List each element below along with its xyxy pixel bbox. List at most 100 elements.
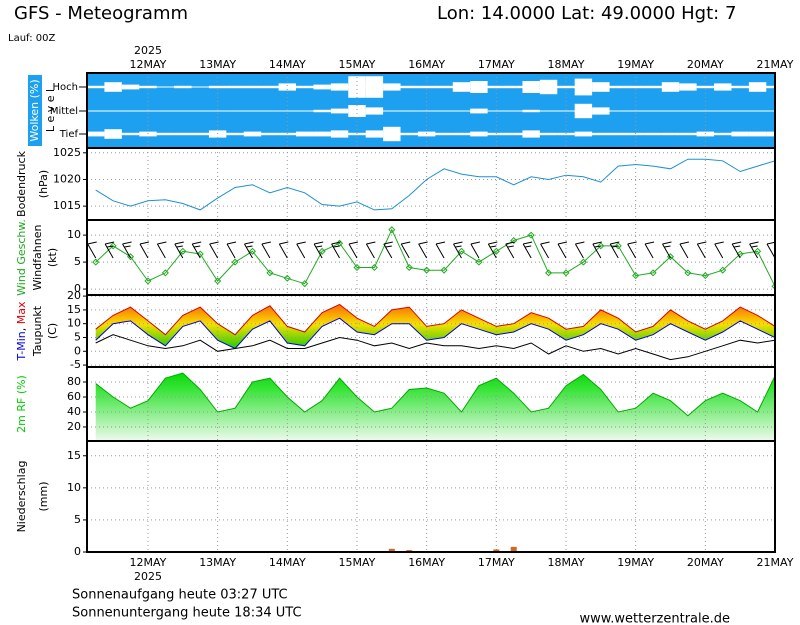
- wind-point: [527, 231, 535, 239]
- x-tick-label-top: 17MAY: [478, 58, 515, 71]
- wind-point: [266, 269, 274, 277]
- wind-barb: [191, 241, 202, 259]
- wind-point: [614, 242, 622, 250]
- wind-point: [370, 263, 378, 272]
- x-tick-label-top: 13MAY: [199, 58, 236, 71]
- wind-point: [248, 247, 257, 255]
- x-tick-label-top: 19MAY: [617, 58, 654, 71]
- wind-point: [161, 269, 169, 277]
- wind-point: [336, 239, 344, 247]
- x-tick-label-bottom: 21MAY: [757, 556, 794, 569]
- x-tick-label-bottom: 15MAY: [339, 556, 376, 569]
- wind-point: [109, 242, 117, 250]
- year-bottom: 2025: [134, 570, 162, 583]
- y-tick-label: 40: [67, 405, 81, 418]
- wind-barb: [592, 241, 602, 259]
- sunrise: Sonnenaufgang heute 03:27 UTC: [72, 588, 288, 603]
- panel-frame: [86, 147, 776, 221]
- panel-label: 2m RF (%): [15, 375, 28, 433]
- y-tick-label: 10: [67, 481, 81, 494]
- plot-area: [87, 220, 775, 295]
- wind-point: [475, 258, 483, 266]
- wind-barb: [122, 241, 132, 259]
- x-tick-label-bottom: 20MAY: [687, 556, 724, 569]
- precip-bar: [388, 548, 395, 552]
- wind-barb: [749, 241, 759, 259]
- wind-point: [562, 269, 570, 277]
- wind-barb: [383, 241, 393, 259]
- panel-label: (mm): [37, 481, 50, 511]
- x-tick-label-top: 21MAY: [757, 58, 794, 71]
- wind-barb: [365, 241, 376, 259]
- wind-point: [771, 282, 775, 290]
- x-tick-label-bottom: 14MAY: [269, 556, 306, 569]
- series-line: [95, 334, 775, 361]
- panel-frame: [86, 440, 776, 553]
- y-tick-label: 20: [67, 420, 81, 433]
- series-line: [95, 372, 775, 417]
- plot-area: [87, 441, 775, 552]
- y-tick-label: 0: [74, 545, 81, 558]
- sunset: Sonnenuntergang heute 18:34 UTC: [72, 606, 302, 621]
- wind-barb: [313, 241, 324, 259]
- wind-point: [754, 247, 762, 255]
- y-tick-label: 80: [67, 375, 81, 388]
- wind-point: [405, 263, 413, 272]
- wind-barb: [400, 241, 411, 259]
- wind-point: [492, 247, 500, 255]
- wind-barb: [226, 241, 237, 259]
- wind-barb: [470, 241, 481, 259]
- y-tick-label: 1025: [53, 146, 81, 159]
- label-box: [28, 75, 42, 146]
- panel: 1015 1020 1025: [53, 146, 776, 221]
- y-tick-label: 0: [74, 282, 81, 295]
- series-line: [95, 158, 775, 211]
- x-tick-label-bottom: 13MAY: [199, 556, 236, 569]
- level-label: Mittel: [50, 106, 78, 117]
- wind-point: [214, 277, 222, 285]
- humidity-area: [95, 373, 775, 441]
- wind-point: [597, 242, 605, 250]
- x-tick-label-top: 16MAY: [408, 58, 445, 71]
- legend-entry: Max: [15, 301, 28, 324]
- panel-label: (hPa): [37, 170, 50, 198]
- y-tick-label: 15: [67, 449, 81, 462]
- wind-barb: [627, 241, 637, 259]
- y-tick-label: 5: [74, 513, 81, 526]
- panel: Hoch Mittel Tief: [28, 72, 776, 149]
- precip-bar: [510, 546, 517, 552]
- wind-point: [440, 266, 448, 274]
- title: GFS - Meteogramm: [14, 3, 188, 24]
- wind-barb: [644, 241, 655, 259]
- x-tick-label-bottom: 17MAY: [478, 556, 515, 569]
- wind-barb: [209, 241, 219, 259]
- temp-band: [95, 304, 775, 349]
- wind-barb: [522, 241, 533, 259]
- wind-point: [144, 277, 152, 285]
- wind-barb: [435, 241, 446, 259]
- panel: 0 5 10 15: [67, 440, 776, 558]
- wind-barb: [540, 241, 550, 259]
- y-tick-label: 5: [74, 255, 81, 268]
- y-tick-label: 0: [74, 344, 81, 357]
- x-tick-label-top: 15MAY: [339, 58, 376, 71]
- wind-point: [179, 247, 187, 255]
- y-tick-label: 20: [67, 289, 81, 302]
- plot-area: [87, 367, 775, 441]
- wind-barb: [453, 241, 463, 259]
- wind-point: [231, 258, 239, 266]
- wind-barb: [574, 241, 585, 259]
- wind-barb: [679, 241, 690, 259]
- plot-area: [87, 73, 775, 148]
- x-tick-label-bottom: 12MAY: [130, 556, 167, 569]
- panel-label: T-Min, Max: [15, 301, 28, 361]
- wind-barb: [714, 241, 724, 259]
- wind-barb: [244, 241, 254, 259]
- panel-label: Niederschlag: [15, 461, 28, 533]
- wind-barb: [609, 241, 620, 259]
- wind-barb: [662, 241, 672, 259]
- precip-bar: [493, 549, 500, 552]
- panel-label: L e v e l: [44, 89, 57, 132]
